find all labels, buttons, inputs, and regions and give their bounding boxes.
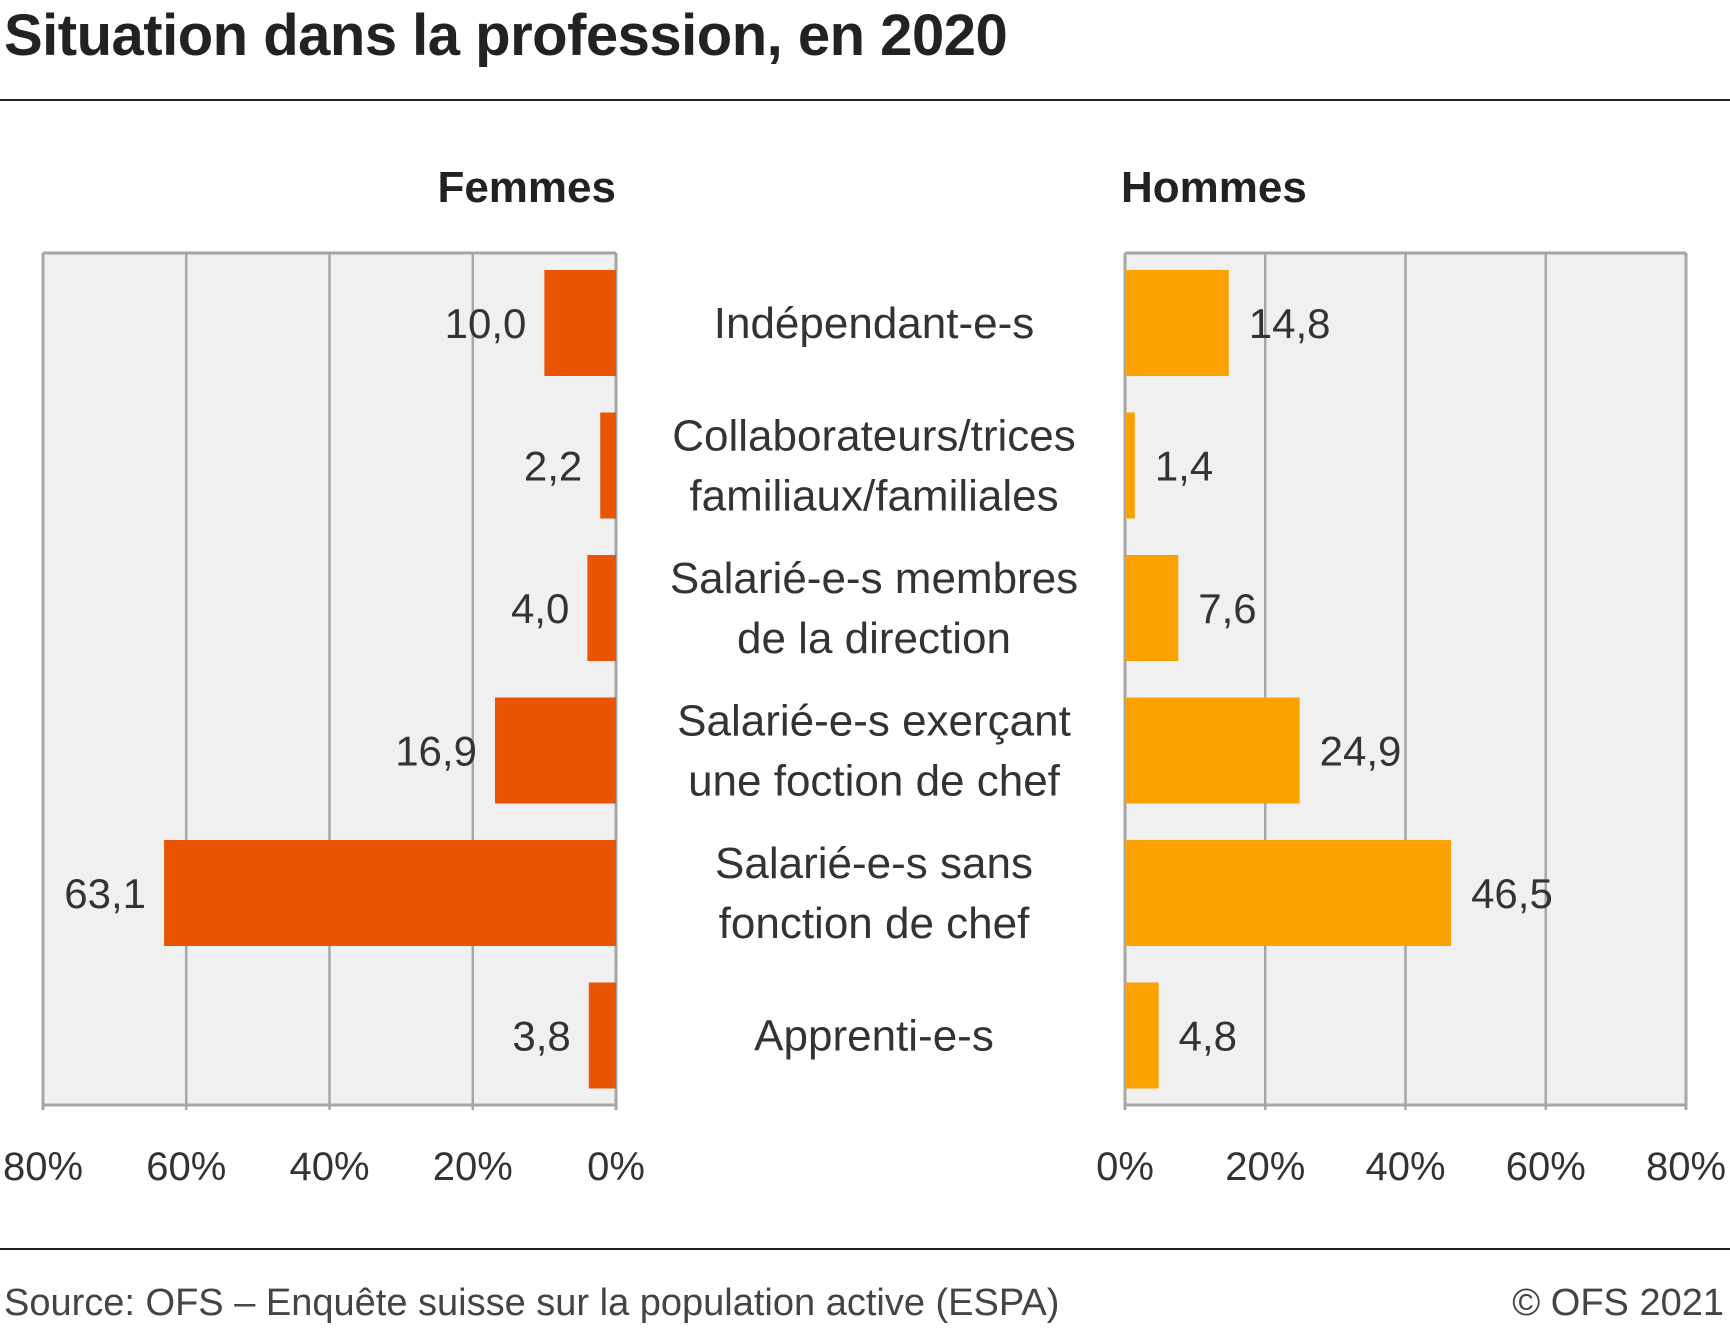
- series-label-femmes: Femmes: [437, 163, 616, 212]
- bar-femmes: [587, 555, 616, 661]
- category-label: Salarié-e-s sans: [715, 839, 1033, 888]
- data-label-femmes: 4,0: [511, 585, 569, 632]
- data-label-femmes: 3,8: [512, 1013, 570, 1060]
- category-label: Collaborateurs/trices: [672, 412, 1076, 461]
- bar-femmes: [588, 982, 616, 1089]
- bar-femmes: [164, 840, 616, 946]
- tick-label-femmes: 40%: [289, 1145, 369, 1189]
- top-rule: [0, 99, 1730, 101]
- data-label-femmes: 16,9: [395, 728, 477, 775]
- butterfly-bar-chart: 0% 0% 20% 20% 40% 40% 60% 60% 80% 80% Femmes Hommes…: [3, 163, 1726, 1189]
- category-label: Indépendant-e-s: [714, 299, 1034, 348]
- tick-label-hommes: 0%: [1096, 1145, 1154, 1189]
- tick-label-hommes: 20%: [1225, 1145, 1305, 1189]
- data-label-femmes: 2,2: [524, 443, 582, 490]
- bar-hommes: [1125, 412, 1135, 519]
- data-label-femmes: 10,0: [445, 300, 527, 347]
- bar-hommes: [1125, 697, 1300, 804]
- category-label: Salarié-e-s exerçant: [677, 697, 1071, 746]
- data-label-hommes: 24,9: [1320, 728, 1402, 775]
- category-label: familiaux/familiales: [689, 472, 1058, 521]
- bar-hommes: [1125, 840, 1452, 946]
- copyright-note: © OFS 2021: [1512, 1282, 1724, 1324]
- bottom-rule: [0, 1248, 1730, 1250]
- tick-label-femmes: 80%: [3, 1145, 83, 1189]
- category-label: une foction de chef: [688, 757, 1061, 806]
- source-note: Source: OFS – Enquête suisse sur la popu…: [4, 1282, 1060, 1324]
- category-label: fonction de chef: [719, 899, 1030, 948]
- bar-hommes: [1125, 982, 1159, 1089]
- tick-label-hommes: 40%: [1365, 1145, 1445, 1189]
- bar-femmes: [494, 697, 616, 804]
- tick-label-hommes: 60%: [1506, 1145, 1586, 1189]
- tick-label-hommes: 80%: [1646, 1145, 1726, 1189]
- data-label-hommes: 7,6: [1198, 585, 1256, 632]
- data-label-femmes: 63,1: [64, 870, 146, 917]
- tick-label-femmes: 60%: [146, 1145, 226, 1189]
- bar-hommes: [1125, 270, 1229, 376]
- bar-femmes: [544, 270, 616, 376]
- category-label: de la direction: [737, 614, 1011, 663]
- tick-label-femmes: 20%: [433, 1145, 513, 1189]
- chart-title: Situation dans la profession, en 2020: [4, 3, 1008, 68]
- data-label-hommes: 4,8: [1179, 1013, 1237, 1060]
- tick-label-femmes: 0%: [587, 1145, 645, 1189]
- data-label-hommes: 1,4: [1155, 443, 1213, 490]
- category-label: Salarié-e-s membres: [670, 554, 1078, 603]
- category-label: Apprenti-e-s: [754, 1012, 994, 1061]
- bar-hommes: [1125, 555, 1179, 661]
- series-label-hommes: Hommes: [1121, 163, 1307, 212]
- data-label-hommes: 14,8: [1249, 300, 1331, 347]
- data-label-hommes: 46,5: [1471, 870, 1553, 917]
- bar-femmes: [600, 412, 616, 519]
